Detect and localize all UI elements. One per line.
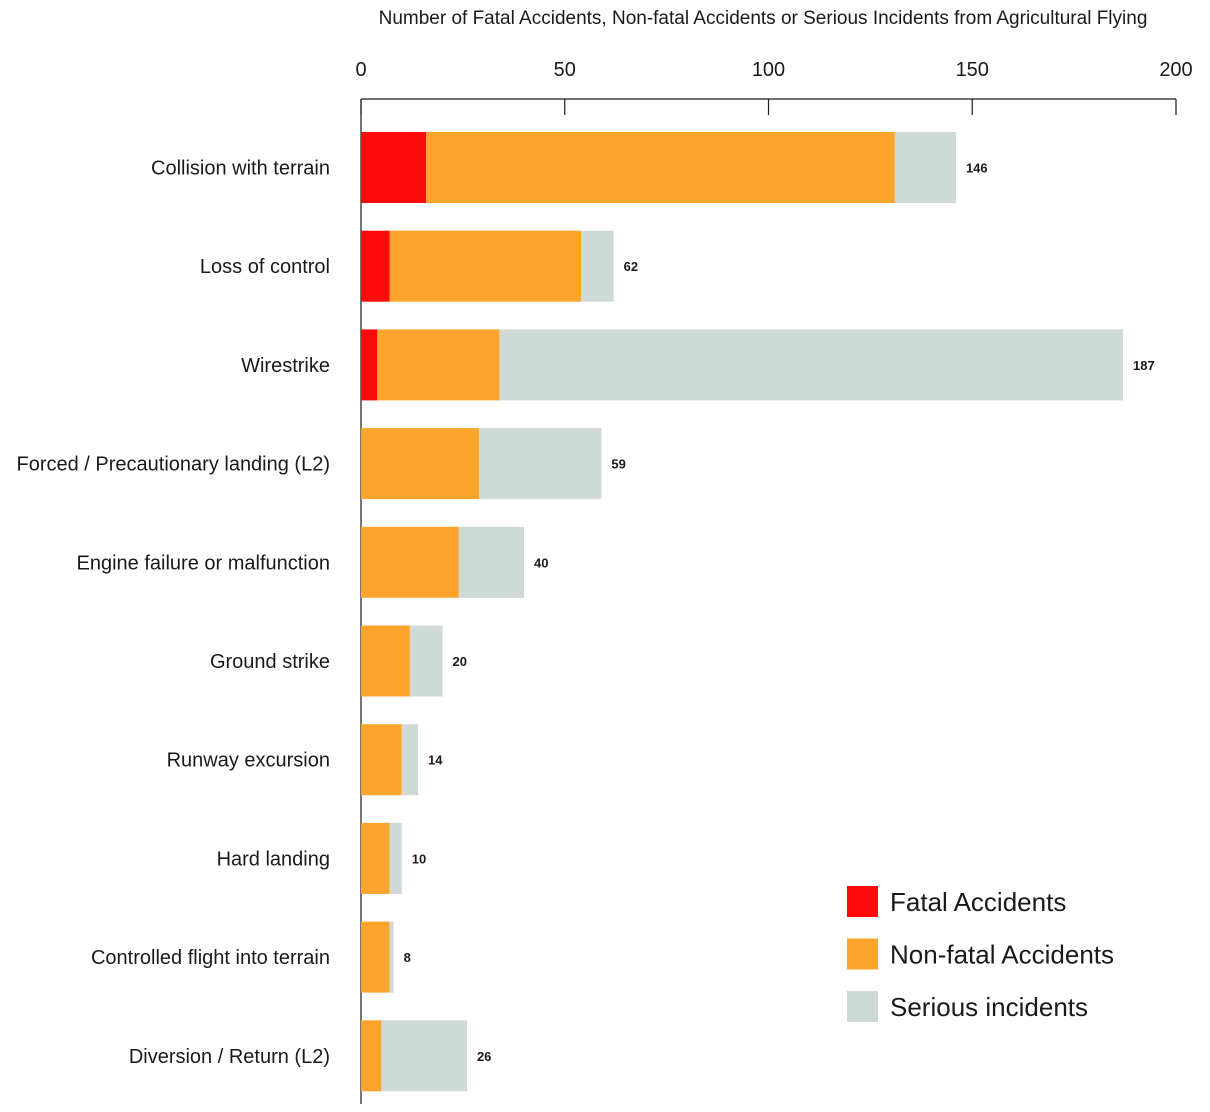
total-label: 62 (624, 259, 638, 274)
legend-item-non-fatal-accidents: Non-fatal Accidents (847, 938, 1114, 970)
bar-serious-incidents-diversion-return-l2 (381, 1020, 467, 1092)
legend-label: Fatal Accidents (890, 887, 1066, 917)
bar-non-fatal-accidents-forced-precautionary-landing-l2 (361, 428, 480, 500)
total-label: 8 (404, 950, 411, 965)
category-label: Wirestrike (241, 355, 330, 377)
x-tick-label: 200 (1159, 59, 1192, 81)
total-label: 146 (966, 161, 988, 176)
category-label: Controlled flight into terrain (91, 947, 330, 969)
legend-swatch (847, 938, 878, 970)
bar-serious-incidents-runway-excursion (401, 724, 419, 796)
bar-non-fatal-accidents-runway-excursion (361, 724, 402, 796)
total-label: 40 (534, 555, 548, 570)
legend: Fatal Accidents Non-fatal Accidents Seriou… (847, 886, 1114, 1022)
bar-row-ground-strike (361, 625, 443, 697)
category-label: Hard landing (217, 848, 330, 870)
bars (361, 132, 1124, 1092)
category-label: Engine failure or malfunction (77, 552, 330, 574)
legend-swatch (847, 886, 878, 917)
bar-serious-incidents-engine-failure-or-malfunction (458, 526, 524, 598)
bar-non-fatal-accidents-controlled-flight-into-terrain (361, 921, 390, 993)
bar-serious-incidents-loss-of-control (581, 230, 614, 302)
total-label: 26 (477, 1049, 491, 1064)
bar-serious-incidents-controlled-flight-into-terrain (389, 921, 394, 993)
legend-swatch (847, 991, 878, 1022)
bar-row-runway-excursion (361, 724, 419, 796)
category-label: Collision with terrain (151, 158, 330, 180)
bar-row-engine-failure-or-malfunction (361, 526, 524, 598)
category-label: Forced / Precautionary landing (L2) (17, 454, 331, 476)
bar-non-fatal-accidents-engine-failure-or-malfunction (361, 526, 459, 598)
bar-non-fatal-accidents-hard-landing (361, 822, 390, 894)
x-axis-title: Number of Fatal Accidents, Non-fatal Acc… (379, 8, 1148, 29)
legend-item-serious-incidents: Serious incidents (847, 991, 1088, 1022)
bar-serious-incidents-forced-precautionary-landing-l2 (479, 428, 602, 500)
total-label: 10 (412, 851, 426, 866)
total-labels: 146 62 187 59 40 20 14 10 8 26 (404, 161, 1155, 1064)
bar-row-collision-with-terrain (361, 132, 956, 203)
x-tick-label: 150 (956, 59, 989, 81)
bar-serious-incidents-wirestrike (499, 329, 1124, 401)
bar-row-diversion-return-l2 (361, 1020, 467, 1092)
bar-serious-incidents-collision-with-terrain (894, 132, 956, 203)
bar-row-hard-landing (361, 822, 402, 894)
bar-row-wirestrike (361, 329, 1124, 401)
category-label: Runway excursion (167, 750, 330, 772)
x-tick-label: 100 (752, 59, 785, 81)
x-tick-label: 0 (355, 59, 366, 81)
legend-label: Non-fatal Accidents (890, 940, 1114, 970)
bar-fatal-accidents-loss-of-control (361, 230, 390, 302)
bar-fatal-accidents-wirestrike (361, 329, 378, 401)
x-tick-label: 50 (554, 59, 576, 81)
bar-non-fatal-accidents-wirestrike (377, 329, 500, 401)
bar-row-controlled-flight-into-terrain (361, 921, 394, 993)
bar-serious-incidents-hard-landing (389, 822, 402, 894)
total-label: 187 (1133, 358, 1155, 373)
legend-item-fatal-accidents: Fatal Accidents (847, 886, 1066, 917)
bar-non-fatal-accidents-diversion-return-l2 (361, 1020, 382, 1092)
category-labels: Collision with terrain Loss of control Wir… (17, 158, 331, 1068)
bar-fatal-accidents-collision-with-terrain (361, 132, 427, 203)
bar-non-fatal-accidents-collision-with-terrain (426, 132, 895, 203)
bar-serious-incidents-ground-strike (409, 625, 443, 697)
legend-label: Serious incidents (890, 992, 1088, 1022)
total-label: 59 (611, 457, 625, 472)
total-label: 14 (428, 753, 443, 768)
total-label: 20 (453, 654, 467, 669)
category-label: Loss of control (200, 256, 330, 278)
bar-non-fatal-accidents-loss-of-control (389, 230, 582, 302)
bar-row-loss-of-control (361, 230, 614, 302)
category-label: Ground strike (210, 651, 330, 673)
bar-non-fatal-accidents-ground-strike (361, 625, 410, 697)
category-label: Diversion / Return (L2) (129, 1046, 330, 1068)
bar-row-forced-precautionary-landing-l2 (361, 428, 602, 500)
